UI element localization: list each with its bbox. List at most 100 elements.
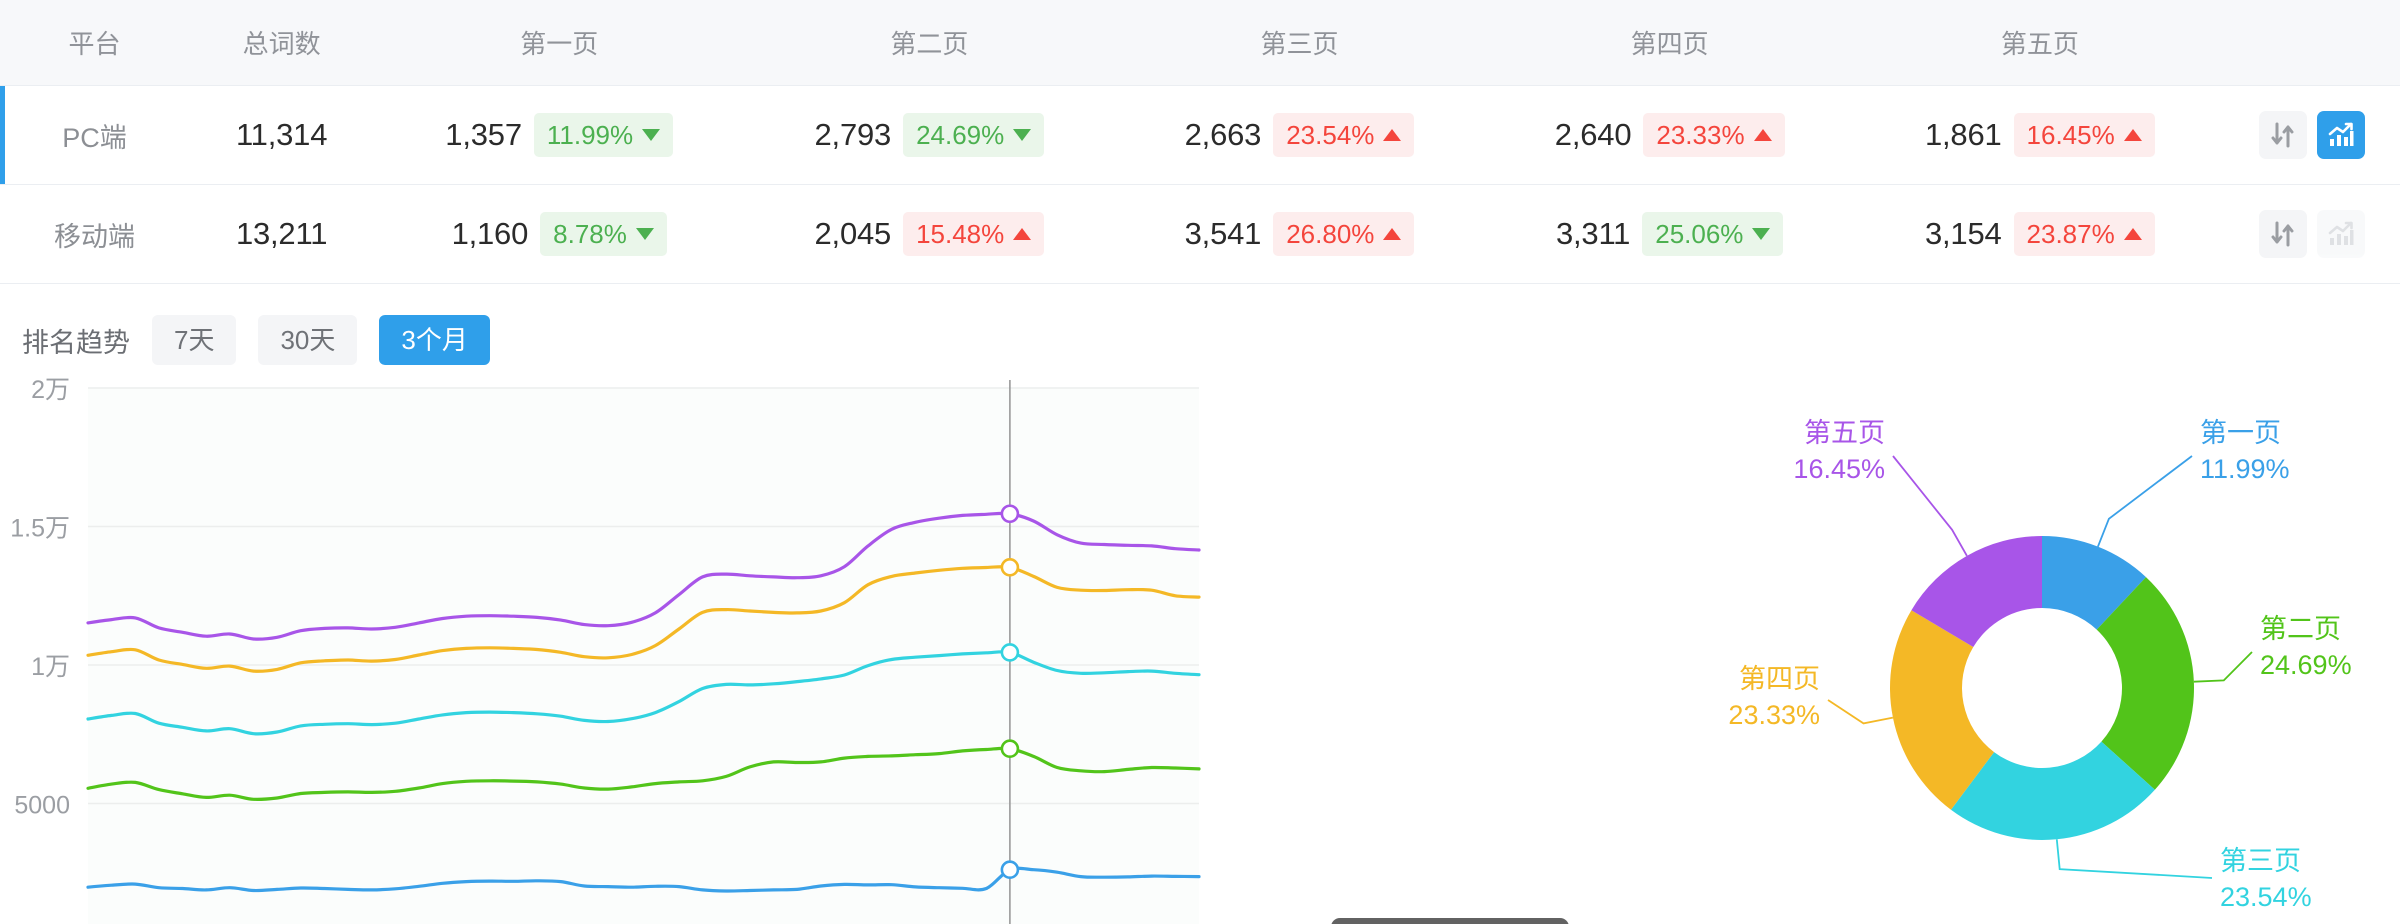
cell-page-2: 2,793 24.69%: [744, 86, 1114, 184]
platform-label: 移动端: [54, 221, 136, 252]
donut-label-value: 23.33%: [1728, 700, 1820, 730]
cell-total-keywords: 13,211: [189, 185, 374, 283]
total-keywords-value: 11,314: [235, 117, 328, 152]
charts-area: 050001万1.5万2万07-3108-1008-2008-3009-0909…: [0, 370, 2400, 924]
page-percent-badge: 26.80%: [1273, 212, 1415, 256]
column-header-page-4: 第四页: [1630, 29, 1709, 59]
svg-text:2万: 2万: [31, 376, 70, 404]
page-count-value: 3,154: [1924, 216, 2002, 251]
page-percent-value: 24.69%: [916, 120, 1005, 150]
page-percent-badge: 11.99%: [533, 113, 674, 157]
caret-up-icon: [2123, 228, 2142, 240]
donut-label-name: 第一页: [2200, 418, 2281, 448]
donut-chart-svg: 第一页 11.99% 第二页 24.69% 第三页 23.54% 第四页 23.33% 第五页 1…: [1728, 418, 2352, 912]
platform-label: PC端: [62, 122, 127, 153]
cell-page-3: 2,663 23.54%: [1114, 86, 1484, 184]
column-header-page-1: 第一页: [520, 29, 599, 59]
page-percent-value: 15.48%: [916, 219, 1005, 249]
page-count-value: 1,861: [1924, 117, 2002, 152]
cell-page-5: 1,861 16.45%: [1855, 86, 2225, 184]
total-keywords-value: 13,211: [235, 216, 328, 251]
page-count-value: 2,640: [1554, 117, 1632, 152]
page-count-value: 1,357: [445, 117, 522, 152]
donut-label-name: 第五页: [1804, 418, 1885, 448]
page-count-value: 1,160: [451, 216, 529, 251]
page-percent-badge: 23.33%: [1643, 113, 1785, 157]
caret-up-icon: [1753, 129, 1772, 141]
donut-label-value: 24.69%: [2260, 650, 2352, 680]
column-header-platform: 平台: [68, 29, 121, 59]
table-header-row: 平台 总词数 第一页 第二页 第三页 第四页 第五页: [0, 0, 2400, 86]
cell-platform: PC端: [0, 86, 189, 184]
caret-down-icon: [1013, 129, 1032, 141]
sort-icon[interactable]: [2259, 210, 2308, 258]
caret-down-icon: [1752, 228, 1771, 240]
page-count-value: 2,045: [814, 216, 892, 251]
cell-page-1: 1,160 8.78%: [374, 185, 744, 283]
cell-platform: 移动端: [0, 185, 189, 283]
donut-label-value: 16.45%: [1793, 454, 1885, 484]
cell-total-keywords: 11,314: [189, 86, 374, 184]
range-tab-7d[interactable]: 7天: [152, 314, 237, 366]
donut-slice: [1890, 610, 1995, 810]
page-count-value: 3,541: [1184, 216, 1262, 251]
page-percent-value: 8.78%: [553, 219, 627, 249]
sort-icon[interactable]: [2259, 111, 2308, 159]
table-row[interactable]: 移动端 13,211 1,160 8.78% 2,045 15.48% 3,54…: [0, 185, 2400, 284]
caret-down-icon: [635, 228, 654, 240]
caret-up-icon: [1383, 228, 1402, 240]
caret-up-icon: [2123, 129, 2142, 141]
chart-icon[interactable]: [2317, 111, 2366, 159]
cell-actions: [2225, 86, 2400, 184]
cell-page-1: 1,357 11.99%: [374, 86, 744, 184]
caret-up-icon: [1383, 129, 1402, 141]
range-tab-30d[interactable]: 30天: [258, 314, 358, 366]
donut-slice: [1911, 536, 2042, 648]
page-percent-value: 26.80%: [1286, 219, 1375, 249]
page-percent-badge: 23.54%: [1273, 113, 1415, 157]
caret-down-icon: [642, 129, 661, 141]
svg-text:5000: 5000: [14, 792, 70, 820]
rank-trend-line-chart[interactable]: 050001万1.5万2万07-3108-1008-2008-3009-0909…: [0, 370, 1700, 924]
page-percent-badge: 24.69%: [903, 113, 1045, 157]
donut-label-value: 11.99%: [2200, 454, 2290, 484]
page-percent-badge: 23.87%: [2013, 212, 2155, 256]
column-header-total-keywords: 总词数: [242, 29, 321, 59]
cell-actions: [2225, 185, 2400, 283]
chart-icon[interactable]: [2317, 210, 2366, 258]
page-percent-badge: 8.78%: [540, 212, 667, 256]
cell-page-3: 3,541 26.80%: [1114, 185, 1484, 283]
column-header-page-5: 第五页: [2000, 29, 2079, 59]
trend-toolbar: 排名趋势 7天 30天 3个月: [0, 284, 2400, 370]
page-percent-value: 25.06%: [1655, 219, 1744, 249]
column-header-page-2: 第二页: [890, 29, 969, 59]
donut-label-name: 第三页: [2220, 846, 2301, 876]
page-percent-value: 16.45%: [2026, 120, 2115, 150]
page-percent-badge: 25.06%: [1642, 212, 1784, 256]
page-percent-value: 23.33%: [1656, 120, 1745, 150]
svg-text:1.5万: 1.5万: [10, 515, 70, 543]
chart-tooltip: 09-26 前10名: 2,611 前20名: 6,978 前30名: 10,4…: [1331, 918, 1569, 924]
page-percent-value: 23.87%: [2026, 219, 2115, 249]
trend-title: 排名趋势: [22, 327, 130, 358]
cell-page-5: 3,154 23.87%: [1855, 185, 2225, 283]
range-tab-3m[interactable]: 3个月: [379, 314, 490, 366]
page-count-value: 2,663: [1184, 117, 1262, 152]
table-row[interactable]: PC端 11,314 1,357 11.99% 2,793 24.69% 2,6…: [0, 86, 2400, 185]
donut-slice: [2042, 536, 2146, 630]
cell-page-4: 2,640 23.33%: [1485, 86, 1855, 184]
page-percent-badge: 16.45%: [2013, 113, 2155, 157]
ranking-table: 平台 总词数 第一页 第二页 第三页 第四页 第五页 PC端 11,314 1,…: [0, 0, 2400, 284]
donut-label-name: 第四页: [1739, 664, 1820, 694]
page-percent-value: 23.54%: [1286, 120, 1375, 150]
line-chart-svg: 050001万1.5万2万07-3108-1008-2008-3009-0909…: [10, 376, 1201, 924]
cell-page-2: 2,045 15.48%: [744, 185, 1114, 283]
page-count-value: 2,793: [814, 117, 892, 152]
donut-slice: [2096, 577, 2194, 790]
page-count-value: 3,311: [1555, 216, 1631, 251]
caret-up-icon: [1013, 228, 1032, 240]
column-header-page-3: 第三页: [1260, 29, 1339, 59]
page-percent-badge: 15.48%: [903, 212, 1045, 256]
page-percent-value: 11.99%: [546, 120, 634, 150]
page-distribution-donut-chart[interactable]: 第一页 11.99% 第二页 24.69% 第三页 23.54% 第四页 23.33% 第五页 1…: [1700, 370, 2400, 924]
